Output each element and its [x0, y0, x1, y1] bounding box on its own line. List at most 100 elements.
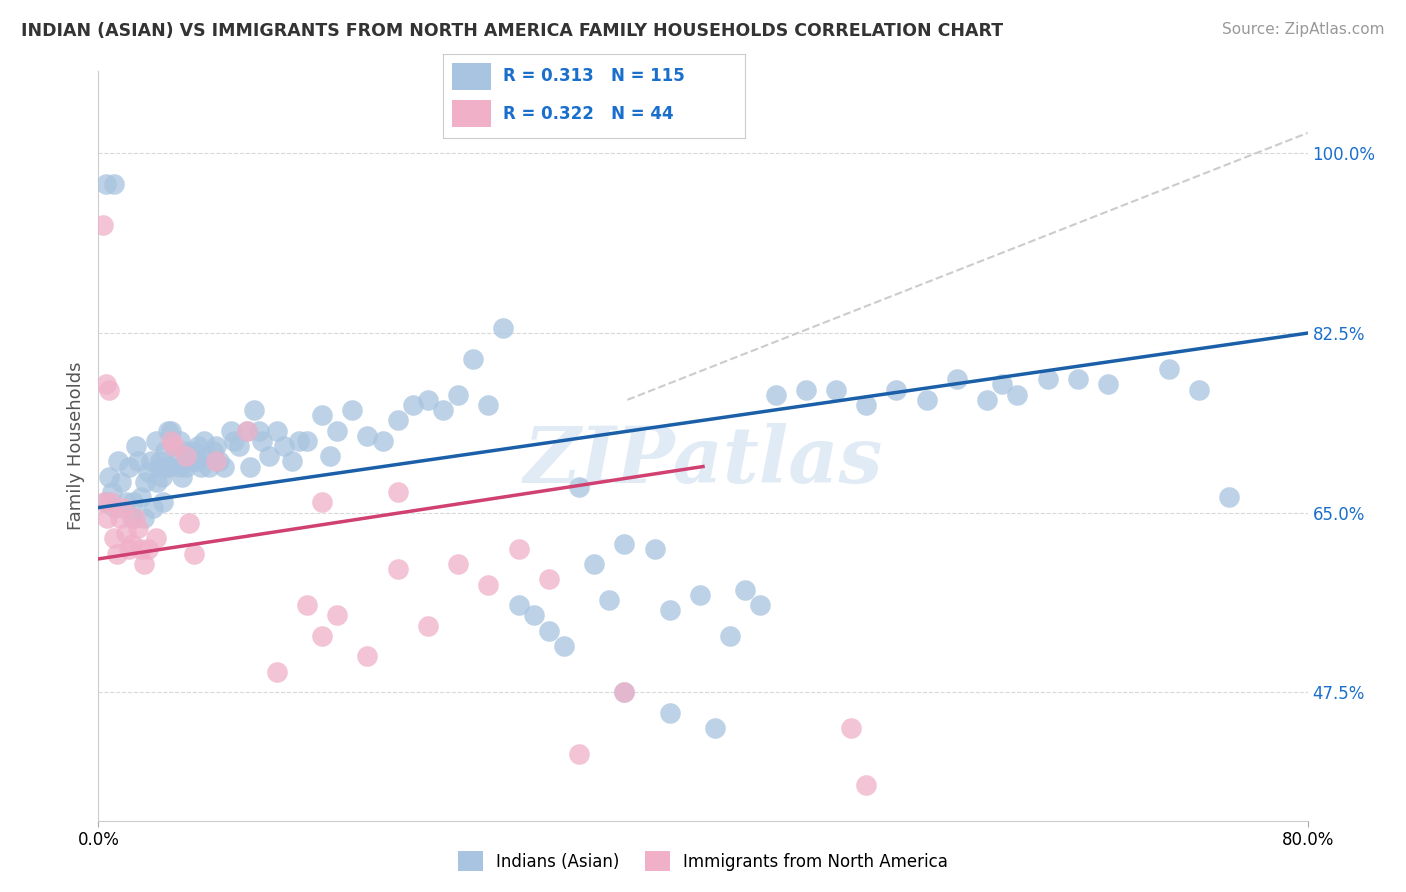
- Point: [98, 470, 121, 484]
- Point: [991, 377, 1014, 392]
- Point: [118, 459, 141, 474]
- Point: [159, 459, 181, 474]
- Point: [235, 424, 257, 438]
- Point: [190, 459, 212, 474]
- Point: [122, 495, 145, 509]
- Point: [718, 629, 741, 643]
- Point: [224, 434, 246, 448]
- Point: [197, 459, 219, 474]
- Point: [239, 459, 262, 474]
- Point: [136, 541, 159, 556]
- Point: [136, 465, 159, 479]
- Point: [855, 398, 877, 412]
- Point: [825, 383, 848, 397]
- Point: [613, 536, 636, 550]
- Point: [202, 444, 225, 458]
- Point: [356, 428, 378, 442]
- Point: [447, 557, 470, 571]
- Point: [142, 500, 165, 515]
- Text: INDIAN (ASIAN) VS IMMIGRANTS FROM NORTH AMERICA FAMILY HOUSEHOLDS CORRELATION CH: INDIAN (ASIAN) VS IMMIGRANTS FROM NORTH …: [21, 22, 1004, 40]
- Point: [141, 454, 163, 468]
- Point: [886, 383, 908, 397]
- Point: [257, 450, 280, 464]
- Point: [311, 495, 333, 509]
- Point: [537, 624, 560, 638]
- Point: [371, 434, 394, 448]
- Point: [613, 685, 636, 699]
- Point: [103, 178, 125, 192]
- Text: R = 0.322   N = 44: R = 0.322 N = 44: [503, 104, 673, 123]
- Point: [152, 495, 174, 509]
- Point: [129, 491, 152, 505]
- Point: [205, 454, 228, 468]
- Point: [387, 485, 409, 500]
- Point: [855, 778, 877, 792]
- Point: [976, 392, 998, 407]
- Point: [103, 532, 125, 546]
- Point: [704, 721, 727, 735]
- Point: [163, 439, 186, 453]
- Point: [416, 392, 439, 407]
- Point: [235, 424, 257, 438]
- Point: [946, 372, 969, 386]
- Point: [644, 541, 666, 556]
- Point: [163, 439, 186, 453]
- Point: [167, 459, 190, 474]
- Point: [118, 541, 141, 556]
- Point: [124, 511, 146, 525]
- Point: [212, 459, 235, 474]
- Point: [108, 511, 131, 525]
- Point: [165, 454, 187, 468]
- Point: [107, 454, 129, 468]
- Point: [658, 706, 681, 720]
- Point: [553, 639, 575, 653]
- Point: [114, 526, 136, 541]
- Legend: Indians (Asian), Immigrants from North America: Indians (Asian), Immigrants from North A…: [450, 843, 956, 880]
- Point: [94, 495, 117, 509]
- Y-axis label: Family Households: Family Households: [66, 362, 84, 530]
- Point: [156, 424, 179, 438]
- Point: [1157, 362, 1180, 376]
- Point: [281, 454, 304, 468]
- Point: [170, 470, 193, 484]
- Point: [342, 403, 364, 417]
- Point: [295, 598, 318, 612]
- Text: ZIPatlas: ZIPatlas: [523, 423, 883, 500]
- Point: [1218, 491, 1240, 505]
- Point: [658, 603, 681, 617]
- Point: [311, 629, 333, 643]
- Point: [94, 377, 117, 392]
- Point: [839, 721, 862, 735]
- Point: [94, 178, 117, 192]
- Point: [273, 439, 295, 453]
- Point: [149, 454, 172, 468]
- Point: [387, 562, 409, 576]
- Point: [356, 649, 378, 664]
- Point: [104, 500, 127, 515]
- Point: [477, 577, 499, 591]
- Point: [598, 593, 620, 607]
- Point: [402, 398, 425, 412]
- Point: [583, 557, 606, 571]
- Point: [110, 475, 132, 489]
- Point: [765, 387, 787, 401]
- Point: [1067, 372, 1090, 386]
- Point: [749, 598, 772, 612]
- Point: [145, 532, 167, 546]
- Point: [183, 547, 205, 561]
- Point: [463, 351, 485, 366]
- Point: [523, 608, 546, 623]
- Point: [187, 439, 209, 453]
- Point: [416, 618, 439, 632]
- Point: [98, 383, 121, 397]
- Bar: [451, 100, 491, 128]
- Point: [125, 439, 148, 453]
- Point: [326, 424, 349, 438]
- Point: [288, 434, 311, 448]
- Point: [100, 495, 122, 509]
- Point: [477, 398, 499, 412]
- Point: [1007, 387, 1029, 401]
- Point: [194, 450, 217, 464]
- Point: [155, 459, 177, 474]
- Bar: [451, 62, 491, 90]
